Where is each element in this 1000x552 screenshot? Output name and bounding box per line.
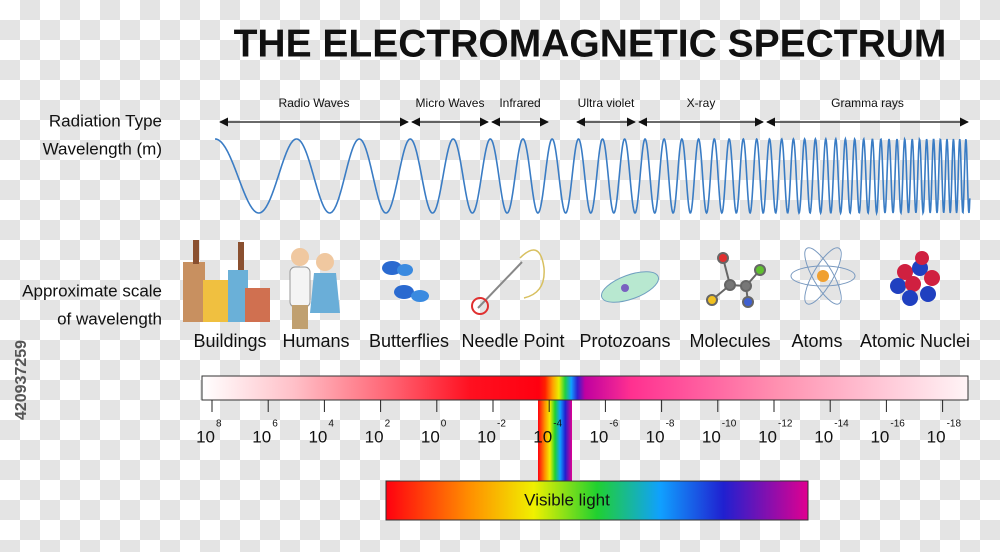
molecule-icon	[706, 252, 766, 308]
object-label: Needle Point	[461, 331, 564, 351]
tick-base: 10	[477, 427, 496, 446]
needle-icon	[471, 249, 545, 315]
band-label: X-ray	[687, 96, 716, 110]
band-label: Gramma rays	[831, 96, 904, 110]
tick-base: 10	[533, 427, 552, 446]
tick-exponent: -16	[890, 419, 905, 430]
tick-base: 10	[589, 427, 608, 446]
tick-exponent: 4	[328, 419, 334, 430]
tick-exponent: -8	[666, 419, 675, 430]
tick-exponent: 8	[216, 419, 222, 430]
visible-column	[538, 398, 572, 484]
row-label: of wavelength	[57, 309, 162, 328]
row-label: Radiation Type	[49, 111, 162, 130]
tick-exponent: -4	[553, 419, 562, 430]
wave	[215, 136, 971, 217]
atom-icon	[790, 247, 856, 305]
object-label: Butterflies	[369, 331, 449, 351]
row-label: Approximate scale	[22, 281, 162, 300]
tick-base: 10	[702, 427, 721, 446]
object-label: Atoms	[791, 331, 842, 351]
watermark: 420937259	[13, 340, 30, 420]
tick-base: 10	[927, 427, 946, 446]
butterflies-icon	[382, 261, 429, 302]
visible-label: Visible light	[524, 490, 610, 509]
buildings-icon	[183, 240, 270, 322]
object-label: Molecules	[689, 331, 770, 351]
nucleus-icon	[890, 251, 940, 306]
tick-exponent: 2	[385, 419, 391, 430]
tick-base: 10	[646, 427, 665, 446]
tick-exponent: -6	[609, 419, 618, 430]
band-label: Radio Waves	[279, 96, 350, 110]
tick-exponent: -2	[497, 419, 506, 430]
tick-exponent: -14	[834, 419, 849, 430]
tick-base: 10	[252, 427, 271, 446]
band-label: Micro Waves	[416, 96, 485, 110]
tick-base: 10	[365, 427, 384, 446]
object-label: Humans	[282, 331, 349, 351]
object-label: Buildings	[193, 331, 266, 351]
tick-exponent: 0	[441, 419, 447, 430]
tick-base: 10	[196, 427, 215, 446]
tick-exponent: -10	[722, 419, 737, 430]
humans-icon	[289, 248, 340, 329]
band-label: Infrared	[499, 96, 540, 110]
tick-base: 10	[308, 427, 327, 446]
tick-exponent: 6	[272, 419, 278, 430]
tick-base: 10	[870, 427, 889, 446]
tick-exponent: -18	[947, 419, 962, 430]
band-label: Ultra violet	[578, 96, 635, 110]
title: THE ELECTROMAGNETIC SPECTRUM	[234, 22, 947, 65]
row-label: Wavelength (m)	[43, 139, 162, 158]
tick-base: 10	[814, 427, 833, 446]
protozoan-icon	[601, 271, 659, 303]
scale-bar	[201, 375, 969, 401]
tick-exponent: -12	[778, 419, 793, 430]
object-label: Atomic Nuclei	[860, 331, 970, 351]
visible-bar	[385, 480, 809, 521]
tick-base: 10	[758, 427, 777, 446]
object-label: Protozoans	[579, 331, 670, 351]
tick-base: 10	[421, 427, 440, 446]
